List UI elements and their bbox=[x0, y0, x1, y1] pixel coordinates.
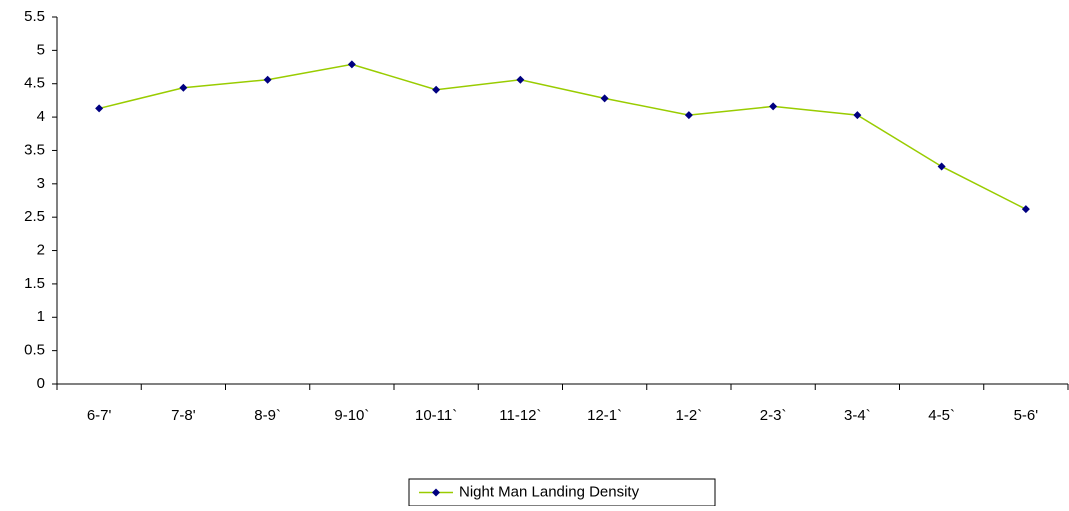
y-tick-label: 5 bbox=[37, 41, 45, 58]
data-point bbox=[432, 85, 441, 94]
data-point bbox=[1021, 205, 1030, 214]
data-point bbox=[937, 162, 946, 171]
data-point bbox=[95, 104, 104, 113]
y-tick-label: 4.5 bbox=[24, 75, 45, 92]
series-line bbox=[98, 63, 1027, 210]
y-tick-label: 3 bbox=[37, 175, 45, 192]
legend: Night Man Landing Density bbox=[408, 478, 716, 507]
x-tick-label: 3-4` bbox=[844, 407, 871, 424]
data-point bbox=[684, 111, 693, 120]
legend-marker bbox=[432, 488, 440, 497]
legend-label: Night Man Landing Density bbox=[459, 483, 640, 500]
x-tick-label: 9-10` bbox=[334, 407, 369, 424]
x-tick-label: 4-5` bbox=[928, 407, 955, 424]
data-point bbox=[263, 75, 272, 84]
x-tick-label: 8-9` bbox=[254, 407, 281, 424]
x-tick-label: 7-8' bbox=[171, 407, 196, 424]
y-tick-label: 0 bbox=[37, 375, 45, 392]
legend-box bbox=[408, 478, 716, 507]
data-point bbox=[769, 102, 778, 111]
x-tick-label: 2-3` bbox=[760, 407, 787, 424]
x-tick-label: 1-2` bbox=[676, 407, 703, 424]
y-tick-label: 1.5 bbox=[24, 275, 45, 292]
data-point bbox=[600, 94, 609, 103]
y-tick-label: 2 bbox=[37, 242, 45, 259]
y-tick-label: 5.5 bbox=[24, 8, 45, 25]
y-tick-label: 3.5 bbox=[24, 141, 45, 158]
x-tick-label: 5-6' bbox=[1014, 407, 1039, 424]
data-point bbox=[853, 111, 862, 120]
x-tick-label: 11-12` bbox=[499, 407, 541, 424]
y-tick-label: 2.5 bbox=[24, 208, 45, 225]
data-point bbox=[347, 60, 356, 69]
y-tick-label: 4 bbox=[37, 108, 45, 125]
x-tick-label: 10-11` bbox=[415, 407, 457, 424]
x-tick-label: 12-1` bbox=[587, 407, 622, 424]
data-point bbox=[179, 83, 188, 92]
y-tick-label: 0.5 bbox=[24, 342, 45, 359]
data-point bbox=[516, 75, 525, 84]
x-tick-label: 6-7' bbox=[87, 407, 112, 424]
y-tick-label: 1 bbox=[37, 308, 45, 325]
